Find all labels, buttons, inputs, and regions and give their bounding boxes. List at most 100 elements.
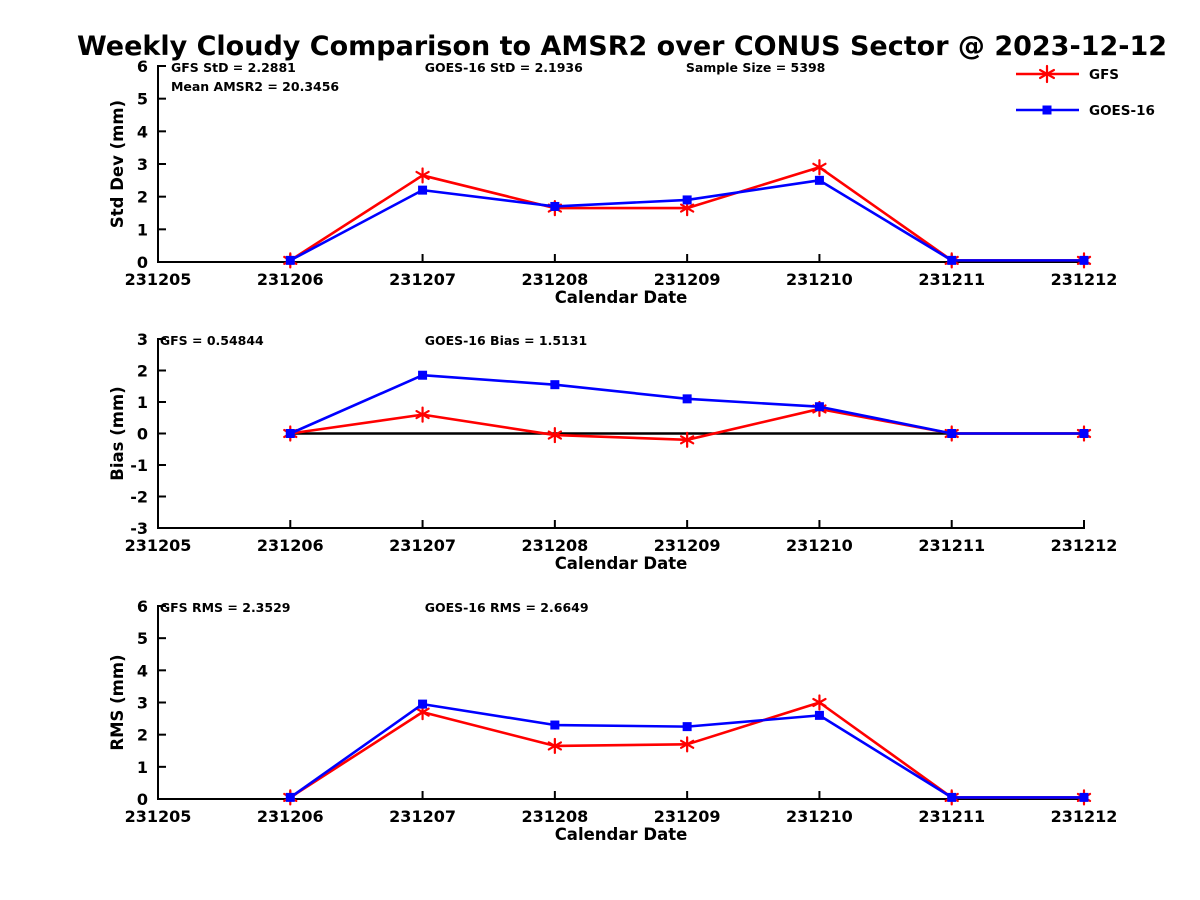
square-marker: [550, 380, 560, 390]
legend-label: GFS: [1089, 67, 1119, 83]
square-marker: [1079, 255, 1089, 265]
x-tick-label: 231207: [389, 536, 456, 555]
y-tick-label: 1: [137, 220, 148, 239]
x-tick-label: 231212: [1051, 536, 1118, 555]
legend-entry-gfs: GFS: [1016, 64, 1119, 84]
annotation-text: Mean AMSR2 = 20.3456: [171, 79, 339, 94]
square-marker: [1079, 792, 1089, 802]
y-axis-label: Bias (mm): [108, 386, 127, 480]
y-tick-label: 4: [137, 122, 148, 141]
square-marker: [285, 792, 295, 802]
series-markers-gfs: [283, 159, 1092, 269]
y-tick-label: 4: [137, 661, 148, 680]
x-axis-label: Calendar Date: [555, 554, 688, 573]
series-markers-gfs: [283, 400, 1092, 448]
y-tick-label: 5: [137, 90, 148, 109]
star-marker: [679, 431, 695, 448]
star-marker: [415, 167, 430, 184]
square-marker: [1042, 105, 1052, 115]
x-tick-label: 231206: [257, 807, 324, 826]
square-marker: [285, 255, 295, 265]
square-marker: [550, 720, 560, 730]
square-marker: [682, 394, 692, 404]
square-marker: [550, 201, 560, 211]
annotation-text: GFS = 0.54844: [160, 333, 264, 348]
x-tick-label: 231209: [654, 536, 721, 555]
x-tick-label: 231212: [1051, 270, 1118, 289]
annotation-text: GFS StD = 2.2881: [171, 60, 296, 75]
y-tick-label: 5: [137, 629, 148, 648]
square-marker: [418, 370, 428, 380]
y-tick-label: -2: [130, 488, 148, 507]
square-marker: [947, 429, 957, 438]
square-marker: [814, 175, 824, 185]
x-tick-label: 231208: [521, 270, 588, 289]
annotation-text: GOES-16 Bias = 1.5131: [425, 333, 587, 348]
x-tick-label: 231211: [918, 270, 985, 289]
panel-bias: -3 -2 -1 0 1 2 3 231205 231206 231207 231208 231209…: [108, 330, 1117, 573]
star-marker: [812, 159, 827, 176]
y-tick-label: 1: [137, 393, 148, 412]
annotation-text: GOES-16 StD = 2.1936: [425, 60, 583, 75]
y-axis-label: RMS (mm): [108, 654, 127, 750]
y-tick-label: 2: [137, 726, 148, 745]
x-tick-label: 231205: [125, 807, 192, 826]
annotation-text: GOES-16 RMS = 2.6649: [425, 600, 589, 615]
x-tick-label: 231210: [786, 807, 853, 826]
x-tick-label: 231207: [389, 807, 456, 826]
square-marker: [814, 402, 824, 412]
legend-label: GOES-16: [1089, 103, 1155, 119]
axis-spines: [157, 65, 1085, 263]
panel-rms: 0 1 2 3 4 5 6 231205 231206 231207 231208 231209 231…: [108, 597, 1117, 844]
y-tick-label: 2: [137, 188, 148, 207]
chart-title: Weekly Cloudy Comparison to AMSR2 over C…: [76, 31, 1168, 62]
axis-spines: [157, 605, 1085, 800]
series-markers-goes-16: [285, 370, 1089, 438]
series-line-goes-16: [289, 179, 1084, 262]
x-axis-label: Calendar Date: [555, 288, 688, 307]
annotation-text: GFS RMS = 2.3529: [160, 600, 291, 615]
x-tick-label: 231210: [786, 270, 853, 289]
star-marker: [812, 694, 827, 711]
x-tick-label: 231211: [918, 536, 985, 555]
y-tick-label: 6: [137, 597, 148, 616]
x-tick-label: 231207: [389, 270, 456, 289]
panel-stddev: 0 1 2 3 4 5 6 231205 231206 231207 231208 231209 231…: [108, 57, 1117, 307]
series-markers-goes-16: [285, 699, 1089, 802]
y-tick-label: 3: [137, 155, 148, 174]
x-tick-label: 231206: [257, 270, 324, 289]
square-marker: [1079, 429, 1089, 438]
square-marker: [947, 792, 957, 802]
star-marker: [415, 406, 430, 423]
y-tick-label: 0: [137, 253, 148, 272]
y-tick-label: -3: [130, 519, 148, 538]
square-marker: [418, 185, 428, 195]
y-tick-label: 0: [137, 790, 148, 809]
legend-entry-goes-16: GOES-16: [1016, 103, 1155, 119]
x-tick-label: 231208: [521, 807, 588, 826]
x-tick-label: 231209: [654, 807, 721, 826]
y-tick-label: 2: [137, 362, 148, 381]
star-marker: [679, 736, 695, 753]
square-marker: [682, 195, 692, 205]
y-tick-label: 3: [137, 330, 148, 349]
square-marker: [418, 699, 428, 709]
x-tick-label: 231209: [654, 270, 721, 289]
x-tick-label: 231205: [125, 536, 192, 555]
x-tick-label: 231206: [257, 536, 324, 555]
square-marker: [285, 429, 295, 438]
x-tick-label: 231208: [521, 536, 588, 555]
x-axis-label: Calendar Date: [555, 825, 688, 844]
y-tick-label: 3: [137, 694, 148, 713]
legend: GFS GOES-16: [1016, 64, 1155, 119]
x-tick-label: 231205: [125, 270, 192, 289]
series-markers-gfs: [283, 694, 1092, 806]
y-tick-label: -1: [130, 456, 148, 475]
annotation-text: Sample Size = 5398: [686, 60, 826, 75]
x-tick-label: 231210: [786, 536, 853, 555]
star-marker: [547, 426, 563, 444]
y-axis-label: Std Dev (mm): [108, 100, 127, 228]
y-tick-label: 0: [137, 425, 148, 444]
